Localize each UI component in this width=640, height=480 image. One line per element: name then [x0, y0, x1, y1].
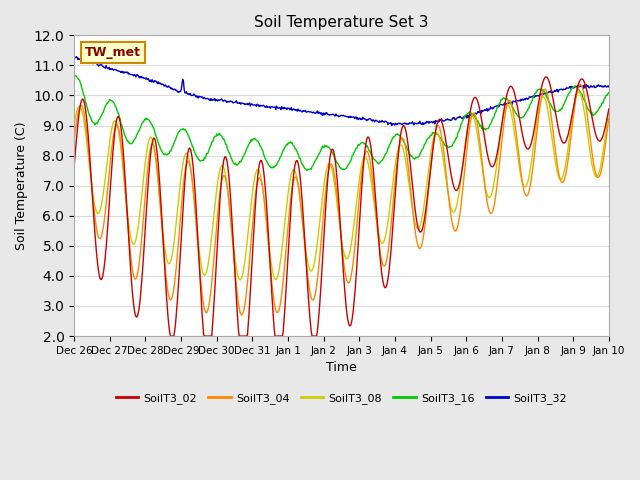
Line: SoilT3_08: SoilT3_08 [74, 92, 609, 280]
SoilT3_04 [135, 263, 143, 269]
SoilT3_32 [218, 96, 225, 102]
SoilT3_04 [605, 115, 612, 121]
SoilT3_02 [543, 74, 550, 80]
SoilT3_32 [388, 123, 396, 129]
SoilT3_16 [218, 134, 226, 140]
SoilT3_04 [407, 191, 415, 196]
SoilT3_32 [407, 120, 415, 126]
SoilT3_08 [605, 108, 612, 114]
SoilT3_04 [423, 207, 431, 213]
SoilT3_08 [423, 182, 431, 188]
SoilT3_32 [135, 74, 143, 80]
SoilT3_16 [72, 72, 79, 78]
Line: SoilT3_16: SoilT3_16 [74, 75, 609, 170]
Legend: SoilT3_02, SoilT3_04, SoilT3_08, SoilT3_16, SoilT3_32: SoilT3_02, SoilT3_04, SoilT3_08, SoilT3_… [111, 389, 572, 408]
Line: SoilT3_02: SoilT3_02 [74, 77, 609, 336]
SoilT3_16 [605, 90, 612, 96]
SoilT3_04 [80, 109, 88, 115]
Title: Soil Temperature Set 3: Soil Temperature Set 3 [254, 15, 429, 30]
SoilT3_08 [70, 121, 78, 127]
SoilT3_02 [135, 307, 143, 312]
SoilT3_04 [189, 186, 197, 192]
SoilT3_02 [407, 168, 415, 174]
SoilT3_04 [577, 82, 584, 87]
Line: SoilT3_32: SoilT3_32 [74, 57, 609, 126]
SoilT3_04 [218, 180, 225, 185]
SoilT3_02 [70, 164, 78, 170]
SoilT3_16 [81, 93, 88, 99]
SoilT3_02 [423, 201, 431, 206]
Text: TW_met: TW_met [85, 46, 141, 59]
SoilT3_32 [70, 54, 78, 60]
X-axis label: Time: Time [326, 361, 357, 374]
SoilT3_32 [423, 119, 431, 124]
SoilT3_16 [424, 136, 431, 142]
Y-axis label: Soil Temperature (C): Soil Temperature (C) [15, 121, 28, 250]
SoilT3_32 [189, 93, 197, 98]
SoilT3_04 [237, 312, 245, 318]
Line: SoilT3_04: SoilT3_04 [74, 84, 609, 315]
SoilT3_02 [605, 106, 612, 112]
SoilT3_08 [218, 163, 225, 169]
SoilT3_08 [189, 187, 197, 193]
SoilT3_04 [70, 137, 78, 143]
SoilT3_16 [408, 153, 415, 159]
SoilT3_02 [80, 98, 88, 104]
SoilT3_08 [135, 219, 143, 225]
SoilT3_16 [70, 73, 78, 79]
SoilT3_16 [136, 127, 143, 133]
SoilT3_02 [167, 333, 175, 339]
SoilT3_02 [218, 170, 226, 176]
SoilT3_16 [190, 147, 198, 153]
SoilT3_08 [407, 196, 415, 202]
SoilT3_02 [190, 173, 198, 179]
SoilT3_08 [575, 89, 582, 95]
SoilT3_08 [80, 118, 88, 123]
SoilT3_16 [303, 168, 311, 173]
SoilT3_32 [80, 58, 88, 63]
SoilT3_08 [236, 277, 244, 283]
SoilT3_32 [605, 84, 612, 90]
